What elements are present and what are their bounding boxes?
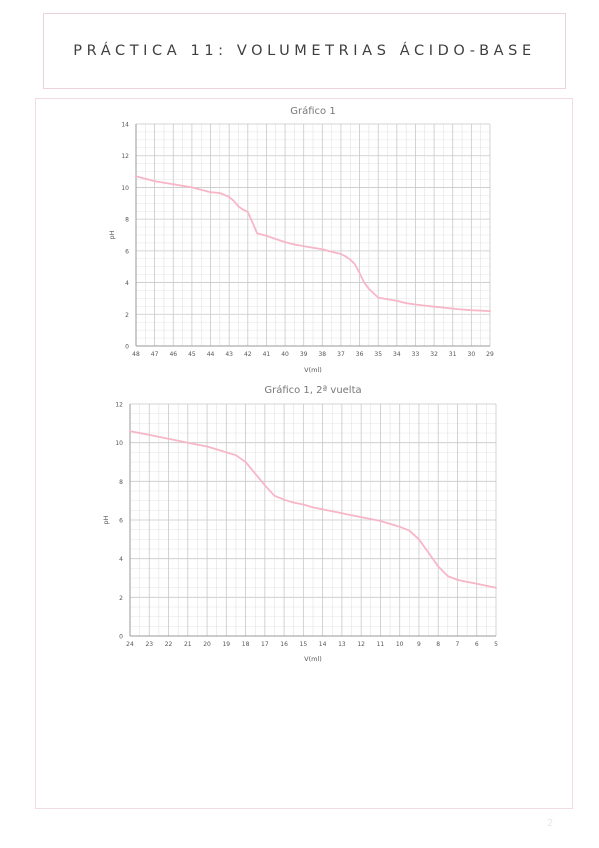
x-tick-label: 33 bbox=[412, 351, 420, 358]
x-axis-label: V(ml) bbox=[304, 366, 322, 374]
x-tick-label: 48 bbox=[132, 351, 140, 358]
x-tick-label: 10 bbox=[396, 641, 404, 648]
x-tick-label: 29 bbox=[486, 351, 494, 358]
content-frame bbox=[35, 98, 573, 809]
x-tick-label: 6 bbox=[475, 641, 479, 648]
x-tick-label: 38 bbox=[318, 351, 326, 358]
title-frame: PRÁCTICA 11: VOLUMETRIAS ÁCIDO-BASE bbox=[43, 13, 566, 89]
y-axis-label: pH bbox=[102, 515, 110, 524]
y-tick-label: 12 bbox=[121, 153, 129, 160]
x-tick-label: 36 bbox=[356, 351, 364, 358]
x-tick-label: 41 bbox=[263, 351, 271, 358]
x-tick-label: 22 bbox=[165, 641, 173, 648]
x-tick-label: 8 bbox=[436, 641, 440, 648]
x-tick-label: 14 bbox=[319, 641, 327, 648]
x-tick-label: 44 bbox=[207, 351, 215, 358]
chart-title: Gráfico 1, 2ª vuelta bbox=[264, 384, 361, 396]
x-tick-label: 39 bbox=[300, 351, 308, 358]
x-tick-label: 9 bbox=[417, 641, 421, 648]
x-tick-label: 13 bbox=[338, 641, 346, 648]
x-tick-label: 32 bbox=[430, 351, 438, 358]
x-tick-label: 20 bbox=[203, 641, 211, 648]
x-tick-label: 21 bbox=[184, 641, 192, 648]
x-tick-label: 11 bbox=[377, 641, 385, 648]
x-tick-label: 17 bbox=[261, 641, 269, 648]
y-axis-label: pH bbox=[108, 230, 116, 239]
x-tick-label: 37 bbox=[337, 351, 345, 358]
page-number: 2 bbox=[547, 818, 554, 829]
y-tick-label: 0 bbox=[119, 634, 123, 641]
y-tick-label: 6 bbox=[119, 518, 123, 525]
x-tick-label: 35 bbox=[374, 351, 382, 358]
y-tick-label: 14 bbox=[121, 122, 129, 129]
y-tick-label: 2 bbox=[119, 595, 123, 602]
ph-series-line bbox=[135, 175, 491, 313]
y-tick-label: 10 bbox=[121, 185, 129, 192]
x-tick-label: 34 bbox=[393, 351, 401, 358]
x-tick-label: 31 bbox=[449, 351, 457, 358]
y-tick-label: 2 bbox=[125, 312, 129, 319]
y-tick-label: 4 bbox=[119, 556, 123, 563]
y-tick-label: 0 bbox=[125, 344, 129, 351]
x-tick-label: 23 bbox=[145, 641, 153, 648]
ph-series-line bbox=[129, 430, 497, 589]
y-tick-label: 4 bbox=[125, 280, 129, 287]
y-tick-label: 8 bbox=[125, 217, 129, 224]
y-tick-label: 10 bbox=[115, 440, 123, 447]
x-axis-label: V(ml) bbox=[304, 655, 322, 663]
x-tick-label: 24 bbox=[126, 641, 134, 648]
y-tick-label: 8 bbox=[119, 479, 123, 486]
x-tick-label: 45 bbox=[188, 351, 196, 358]
x-tick-label: 5 bbox=[494, 641, 498, 648]
x-tick-label: 19 bbox=[222, 641, 230, 648]
x-tick-label: 40 bbox=[281, 351, 289, 358]
page-title: PRÁCTICA 11: VOLUMETRIAS ÁCIDO-BASE bbox=[73, 43, 536, 59]
x-tick-label: 47 bbox=[151, 351, 159, 358]
x-tick-label: 12 bbox=[357, 641, 365, 648]
x-tick-label: 42 bbox=[244, 351, 252, 358]
x-tick-label: 46 bbox=[169, 351, 177, 358]
chart-title: Gráfico 1 bbox=[290, 105, 335, 117]
y-tick-label: 12 bbox=[115, 402, 123, 409]
x-tick-label: 18 bbox=[242, 641, 250, 648]
x-tick-label: 15 bbox=[300, 641, 308, 648]
y-tick-label: 6 bbox=[125, 248, 129, 255]
x-tick-label: 7 bbox=[456, 641, 460, 648]
x-tick-label: 43 bbox=[225, 351, 233, 358]
x-tick-label: 30 bbox=[468, 351, 476, 358]
x-tick-label: 16 bbox=[280, 641, 288, 648]
